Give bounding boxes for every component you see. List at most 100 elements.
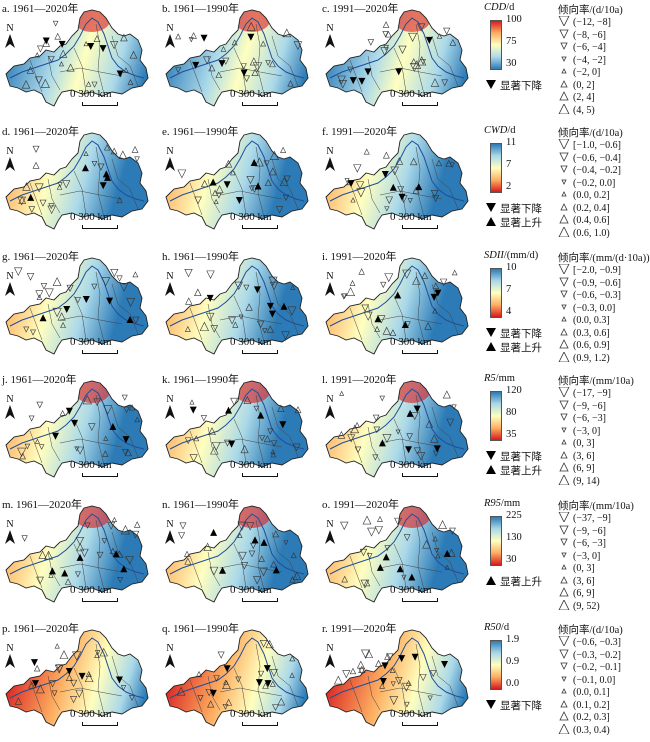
river-line [169, 637, 305, 699]
hollow-up-triangle-icon [561, 68, 567, 74]
trend-class-label: (−2, 0] [573, 67, 601, 78]
map-panel: d. 1961—2020年 N 0 300 km [0, 123, 158, 241]
hollow-down-triangle-icon [559, 400, 569, 410]
significant-up-marker [374, 315, 382, 323]
province-border [233, 418, 247, 464]
station-down-marker [205, 312, 215, 322]
hollow-up-triangle-icon [558, 103, 570, 114]
province-border [379, 315, 443, 325]
significant-down-marker [200, 34, 208, 42]
colorbar-tick-label: 11 [506, 137, 517, 148]
station-down-marker [342, 670, 351, 679]
figure-row: j. 1961—2020年 N 0 300 km k. 1961—1990年 N 0 30… [0, 371, 650, 493]
trend-class-label: (−6, −3] [573, 413, 606, 424]
north-arrow-icon [165, 157, 175, 171]
trend-class-label: (0, 2] [573, 79, 595, 91]
province-border [111, 283, 139, 335]
station-up-marker [134, 416, 141, 423]
significant-down-marker [223, 665, 231, 673]
significant-up-marker [378, 439, 386, 447]
province-border [415, 146, 425, 218]
station-down-marker [125, 556, 134, 565]
significant-up-marker [126, 316, 134, 324]
trend-class-item: (0.3, 0.4) [558, 723, 610, 736]
province-border [349, 59, 363, 93]
station-down-marker [217, 651, 225, 659]
station-up-marker [364, 649, 374, 658]
north-arrow: N [3, 24, 17, 52]
index-name: CWD [484, 125, 508, 136]
trend-class-item: (0.0, 0.2] [558, 189, 610, 201]
colorbar [490, 268, 502, 318]
trend-class-label: (0.6, 1.0) [573, 227, 610, 239]
trend-class-item: (0, 3] [558, 562, 595, 574]
province-border [111, 406, 139, 458]
station-down-marker [123, 406, 130, 414]
panel-label: r. 1991—2020年 [322, 623, 397, 635]
hollow-down-triangle-icon [560, 42, 568, 50]
value-surface [6, 10, 148, 106]
station-down-marker [384, 273, 394, 283]
station-down-marker [200, 415, 207, 422]
station-down-marker [110, 269, 119, 278]
region-map [5, 257, 149, 355]
station-down-marker [401, 682, 411, 692]
trend-class-item: (−6, −3] [558, 537, 606, 549]
trend-class-label: (−0.9, −0.6] [573, 277, 621, 289]
panel-label: d. 1961—2020年 [2, 126, 79, 138]
station-down-marker [337, 75, 346, 85]
significant-up-marker [61, 569, 69, 577]
station-down-marker [395, 429, 401, 435]
north-arrow-icon [165, 654, 175, 668]
trend-class-item: (−6, −3] [558, 412, 606, 424]
trend-class-item: (−0.4, −0.2] [558, 164, 621, 176]
station-down-marker [419, 674, 427, 682]
scale-label: 0 300 km [230, 211, 272, 223]
map-panel: o. 1991—2020年 N 0 300 km [320, 496, 478, 614]
trend-class-label: (−0.3, −0.2] [573, 649, 621, 661]
significant-down-marker [434, 289, 442, 297]
hollow-up-triangle-icon [558, 226, 570, 237]
region-map [5, 629, 149, 727]
station-up-marker [60, 321, 66, 328]
province-border [271, 35, 299, 87]
station-up-marker [225, 698, 233, 706]
north-arrow-icon [325, 654, 335, 668]
significant-down-marker [63, 306, 71, 314]
station-up-marker [417, 56, 427, 66]
station-up-marker [249, 57, 258, 66]
station-down-marker [52, 307, 62, 318]
scale-label: 0 300 km [70, 584, 112, 596]
province-border [73, 543, 87, 589]
significant-down-marker [240, 69, 248, 77]
hollow-up-triangle-icon [560, 450, 568, 458]
station-up-marker [379, 682, 386, 689]
station-down-marker [197, 695, 204, 702]
significance-legend-item: 显著下降 [486, 78, 542, 93]
trend-class-item: (0, 2] [558, 79, 595, 91]
map-panel: j. 1961—2020年 N 0 300 km [0, 371, 158, 489]
trend-class-item: (−0.9, −0.6] [558, 277, 621, 289]
index-unit: /d [507, 125, 516, 136]
colorbar-legend: CDD/d 100 75 30 显著下降 [484, 0, 554, 118]
station-up-marker [262, 682, 269, 689]
station-up-marker [354, 422, 360, 428]
province-border [255, 271, 265, 343]
hollow-up-triangle-icon [560, 327, 568, 335]
trend-class-item: (−4, −2] [558, 54, 606, 66]
station-up-marker [389, 329, 397, 336]
significance-label: 显著上升 [500, 218, 542, 229]
trend-legend-title: 倾向率/(mm/10a) [558, 376, 634, 387]
basin-outline [165, 257, 309, 355]
province-border [59, 190, 123, 200]
north-arrow-icon [5, 157, 15, 171]
significance-legend-item: 显著下降 [486, 201, 542, 216]
station-up-marker [246, 21, 256, 31]
station-down-marker [265, 60, 271, 66]
station-down-marker [407, 198, 413, 204]
index-unit: /d [500, 622, 510, 633]
significant-up-marker [76, 553, 84, 561]
scale-label: 0 300 km [70, 336, 112, 348]
station-down-marker [175, 67, 182, 74]
trend-class-label: (0.2, 0.3] [573, 712, 610, 723]
